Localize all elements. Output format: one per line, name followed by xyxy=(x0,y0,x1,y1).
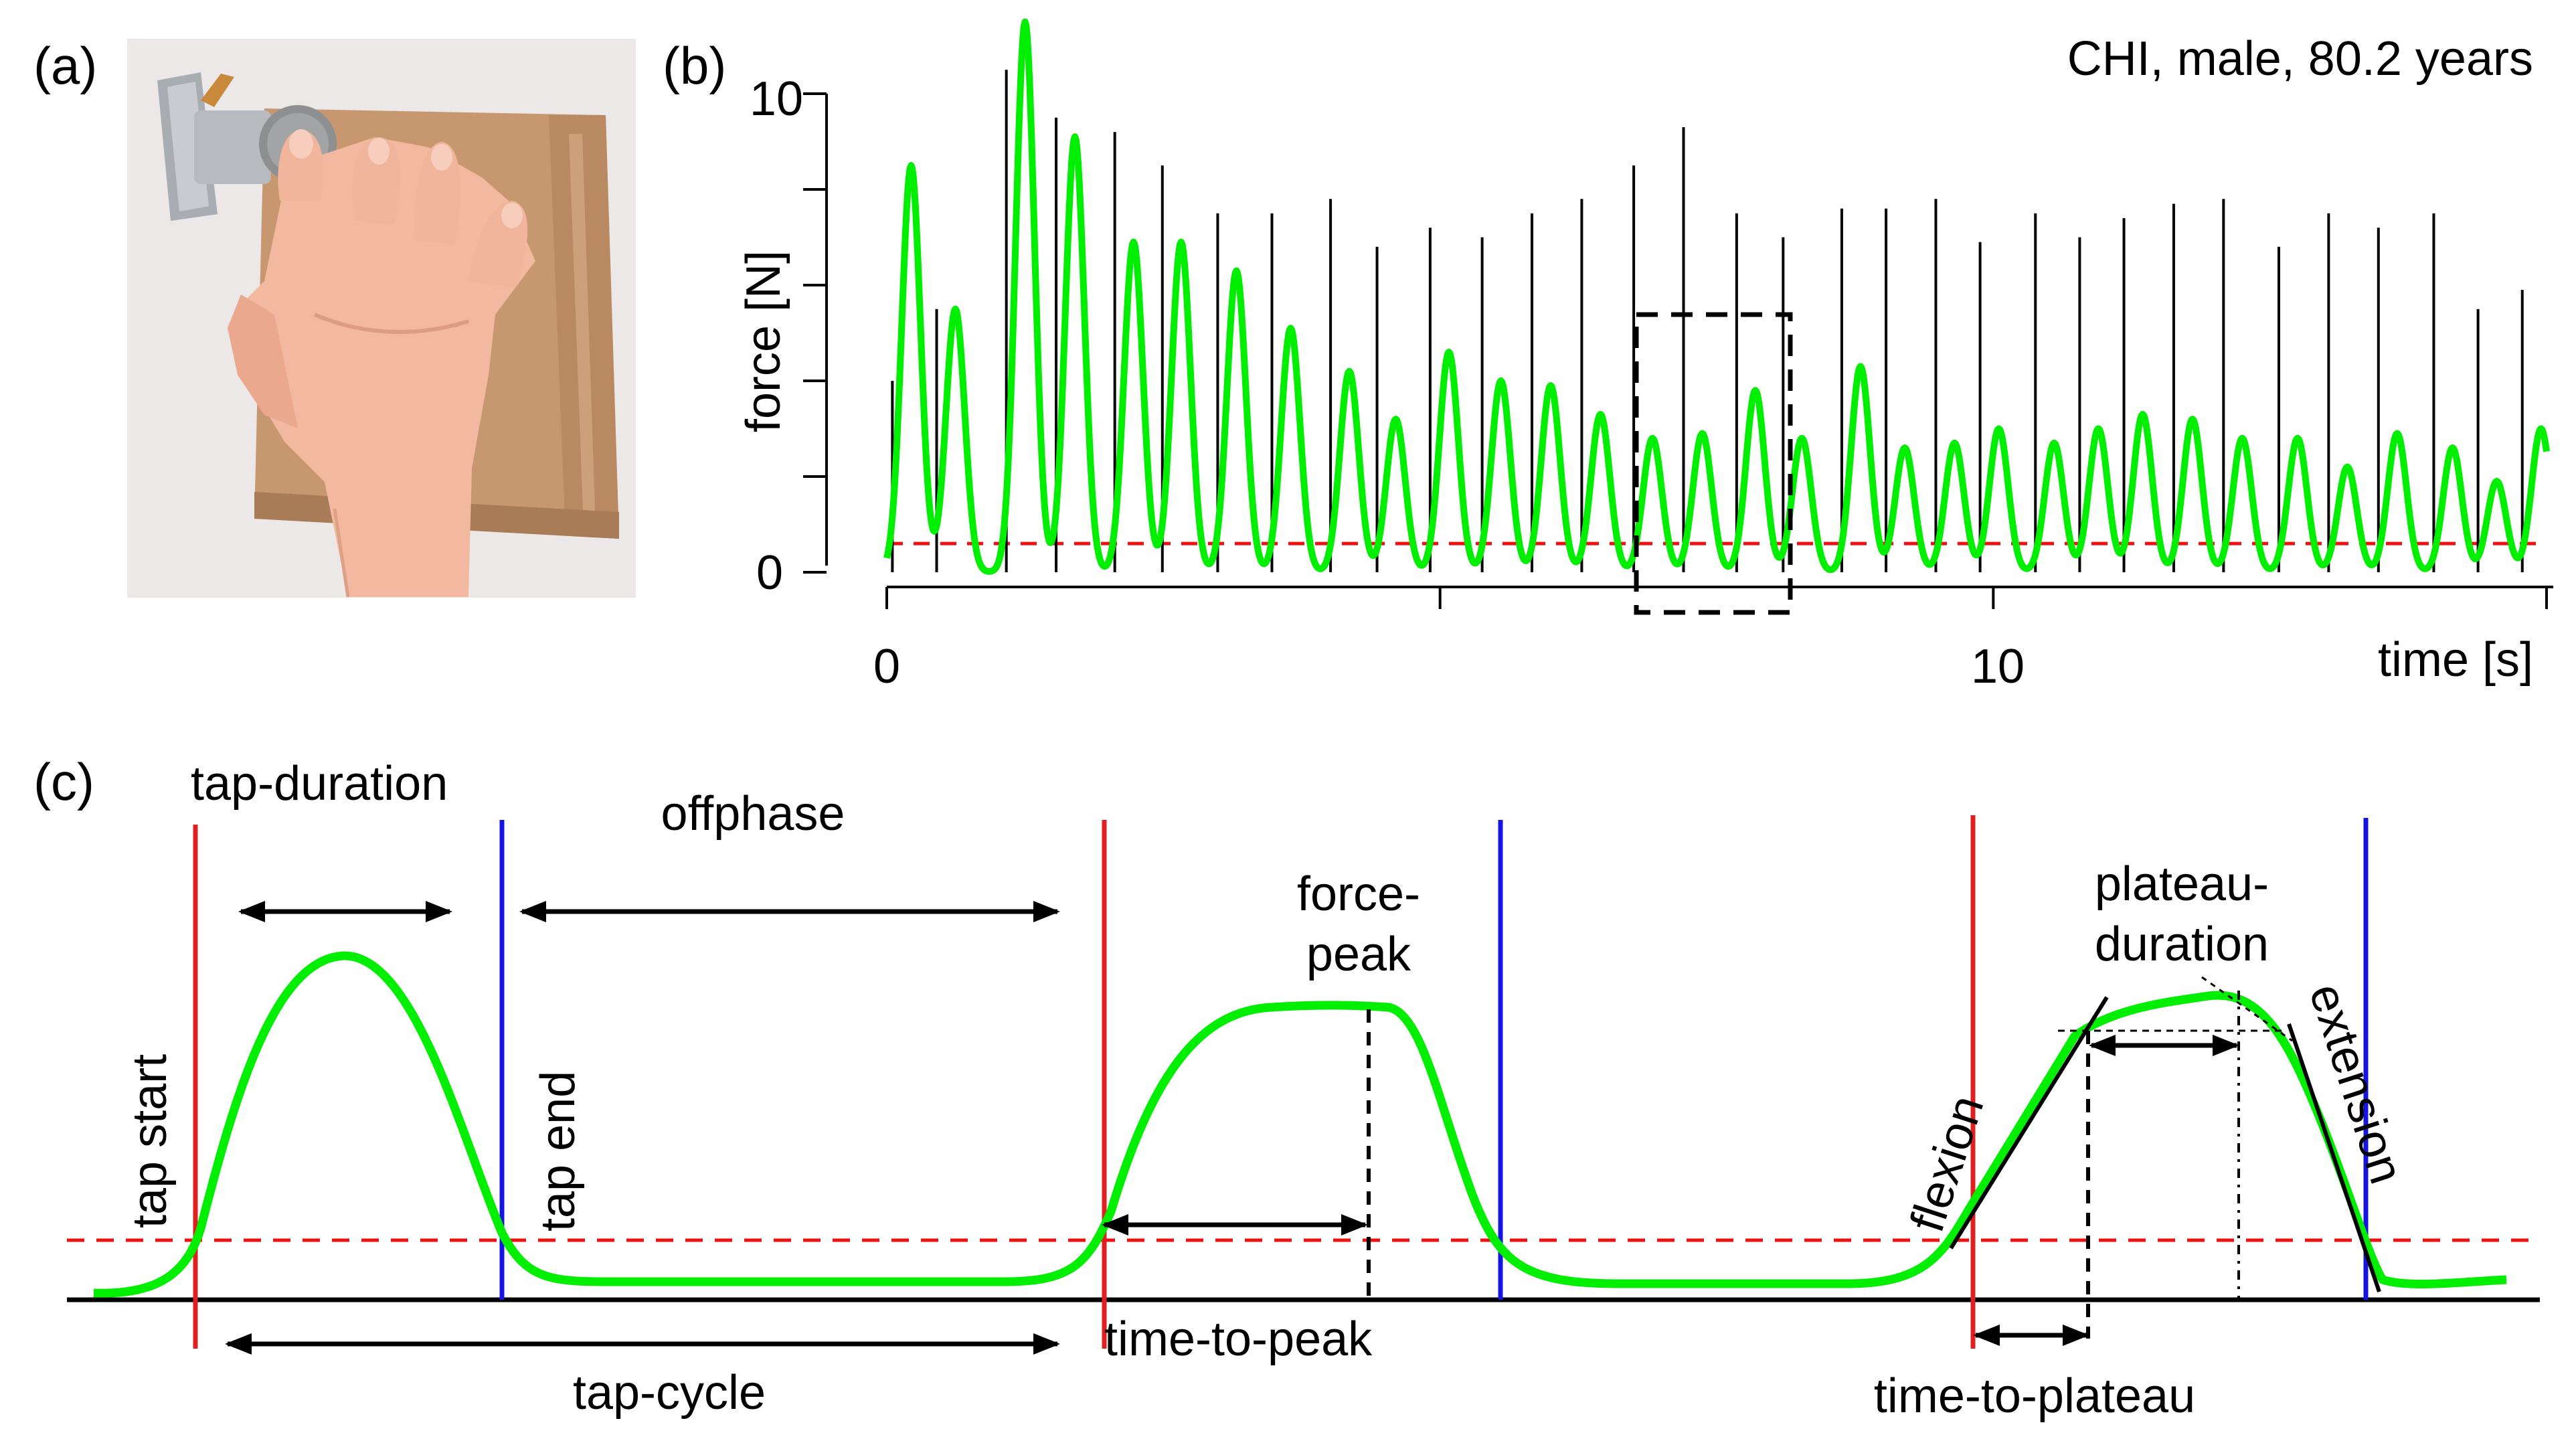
tap-peak-32 xyxy=(2537,425,2545,432)
tap-peak-9 xyxy=(1392,416,1399,423)
tap-duration-label: tap-duration xyxy=(191,757,448,811)
plateau-duration-label-line1: plateau- xyxy=(2095,857,2269,911)
tap-peak-8 xyxy=(1346,367,1353,375)
tap-peak-7 xyxy=(1287,325,1294,332)
tap-peak-31 xyxy=(2493,478,2500,485)
tap-peak-28 xyxy=(2344,463,2351,471)
subject-info: CHI, male, 80.2 years xyxy=(2067,32,2533,86)
y-tick-label-10: 10 xyxy=(750,72,803,126)
tap-peak-1 xyxy=(952,305,959,313)
tap-peak-14 xyxy=(1649,434,1656,442)
schematic-signal xyxy=(93,951,2507,1298)
tap-peak-20 xyxy=(1951,439,1958,446)
force-trace xyxy=(883,18,2550,575)
tap-peak-12 xyxy=(1547,382,1554,390)
tap-peak-10 xyxy=(1445,349,1452,356)
offphase-label: offphase xyxy=(661,787,845,841)
plateau-guide-2 xyxy=(2201,976,2293,1042)
tap-peak-15 xyxy=(1699,430,1706,437)
x-tick-label-0: 0 xyxy=(873,640,900,693)
tap-peak-25 xyxy=(2188,416,2196,423)
tap-peak-30 xyxy=(2449,444,2456,452)
tap-peak-26 xyxy=(2239,434,2246,442)
time-to-plateau-label: time-to-plateau xyxy=(1874,1369,2195,1423)
tap-peak-0 xyxy=(908,162,915,169)
tap-peak-4 xyxy=(1130,238,1137,246)
panel-a-label: (a) xyxy=(33,36,97,95)
x-tick-label-10: 10 xyxy=(1971,640,2025,693)
time-to-peak-label: time-to-peak xyxy=(1104,1312,1373,1366)
tap-peak-3 xyxy=(1071,133,1079,141)
tap-peak-22 xyxy=(2051,439,2058,446)
tap-peak-19 xyxy=(1901,444,1909,452)
tap-peak-17 xyxy=(1798,434,1806,442)
extension-label: extension xyxy=(2299,977,2413,1190)
force-plot: 0 10 force [N] 0 10 time [s] xyxy=(737,18,2553,693)
flexion-tangent xyxy=(1949,996,2109,1250)
y-axis-label: force [N] xyxy=(737,250,790,432)
tap-peak-27 xyxy=(2294,434,2301,442)
hand-photo xyxy=(127,39,636,598)
tap-cycle-label: tap-cycle xyxy=(573,1366,766,1420)
tap-peak-11 xyxy=(1497,377,1505,384)
x-ticks xyxy=(885,587,2548,609)
zoom-window xyxy=(1634,312,1793,615)
tap-peak-18 xyxy=(1857,363,1864,370)
flexion-label: flexion xyxy=(1900,1089,1994,1238)
raw-force-spikes xyxy=(891,70,2524,572)
tap-peaks xyxy=(908,18,2545,485)
tap-peak-21 xyxy=(1995,425,2002,432)
tap-peak-2 xyxy=(1021,18,1029,25)
force-peak-label-line1: force- xyxy=(1297,867,1420,921)
plateau-duration-label-line2: duration xyxy=(2095,918,2269,971)
extension-tangent xyxy=(2287,1023,2381,1292)
tap-peak-23 xyxy=(2095,425,2102,432)
panel-b-label: (b) xyxy=(663,36,726,95)
y-ticks xyxy=(803,92,827,574)
tap-end-label: tap end xyxy=(531,1071,585,1232)
tap-peak-24 xyxy=(2139,411,2146,418)
tap-peak-13 xyxy=(1597,411,1604,418)
tap-peak-29 xyxy=(2393,430,2401,437)
x-axis-label: time [s] xyxy=(2378,633,2533,687)
tap-schematic: tap-duration offphase tap start tap end … xyxy=(67,757,2540,1423)
tap-peak-16 xyxy=(1751,387,1759,394)
tap-start-label: tap start xyxy=(123,1054,177,1228)
tap-peak-5 xyxy=(1177,238,1185,246)
panel-c-label: (c) xyxy=(33,752,94,811)
y-tick-label-0: 0 xyxy=(756,546,783,600)
tap-peak-6 xyxy=(1233,267,1240,274)
force-peak-label-line2: peak xyxy=(1306,928,1411,981)
